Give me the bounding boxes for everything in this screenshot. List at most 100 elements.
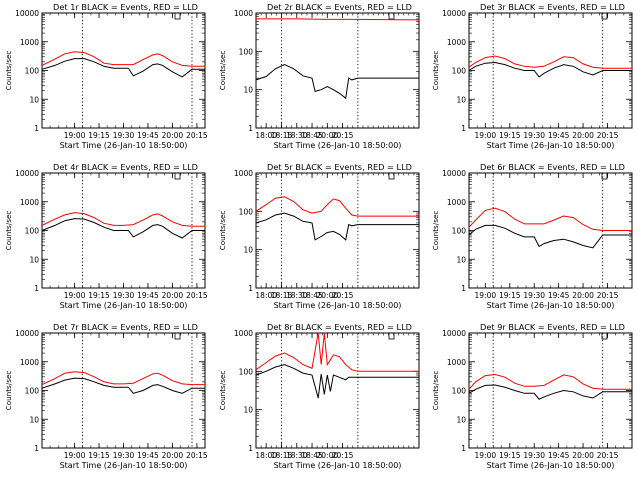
corner-marker xyxy=(388,172,395,180)
panel-det-8: Det 8r BLACK = Events, RED = LLD 1 10 100 10… xyxy=(218,322,420,470)
x-tick-label: 19:30 xyxy=(113,451,135,460)
corner-marker xyxy=(601,332,608,340)
x-axis-label: Start Time (26-Jan-10 18:50:00) xyxy=(487,301,615,310)
lld-series-line xyxy=(256,18,420,21)
x-tick-label: 20:15 xyxy=(597,291,619,300)
events-series-line xyxy=(468,61,632,78)
x-tick-label: 19:30 xyxy=(113,291,135,300)
x-axis-label: Start Time (26-Jan-10 18:50:00) xyxy=(274,301,402,310)
x-tick-label: 20:00 xyxy=(162,291,184,300)
events-series-line xyxy=(468,384,632,400)
x-tick-label: 20:15 xyxy=(186,131,208,140)
x-tick-label: 19:45 xyxy=(548,131,570,140)
y-tick-label: 10 xyxy=(456,255,466,264)
panel-title: Det 5r BLACK = Events, RED = LLD xyxy=(267,162,412,172)
y-tick-label: 1 xyxy=(34,124,39,133)
x-tick-label: 20:00 xyxy=(572,451,594,460)
x-tick-label: 19:15 xyxy=(88,451,110,460)
plot-frame xyxy=(255,172,420,289)
y-tick-label: 1000 xyxy=(234,329,253,338)
x-tick-label: 19:00 xyxy=(475,291,497,300)
corner-marker xyxy=(601,172,608,180)
x-tick-label: 19:15 xyxy=(499,131,521,140)
lld-series-line xyxy=(255,332,419,372)
y-tick-label: 1000 xyxy=(20,358,39,367)
y-tick-label: 1 xyxy=(34,284,39,293)
x-tick-label: 19:30 xyxy=(523,291,545,300)
x-tick-label: 18:30 xyxy=(286,131,308,140)
lld-series-line xyxy=(41,212,205,227)
x-tick-label: 20:15 xyxy=(597,451,619,460)
panel-det-3: Det 3r BLACK = Events, RED = LLD 1 10 100 10… xyxy=(431,2,633,150)
y-tick-label: 10 xyxy=(29,95,39,104)
y-tick-label: 100 xyxy=(239,207,254,216)
y-tick-label: 1000 xyxy=(20,198,39,207)
x-tick-label: 20:15 xyxy=(186,291,208,300)
panel-title: Det 8r BLACK = Events, RED = LLD xyxy=(267,322,412,332)
x-tick-label: 18:00 xyxy=(255,451,277,460)
y-tick-label: 10000 xyxy=(15,329,39,338)
panel-det-1: Det 1r BLACK = Events, RED = LLD 1 10 100 10… xyxy=(4,2,208,150)
y-tick-label: 1000 xyxy=(447,38,466,47)
corner-marker xyxy=(601,12,608,20)
y-tick-label: 1 xyxy=(248,124,253,133)
x-tick-label: 18:15 xyxy=(271,291,293,300)
y-tick-label: 1000 xyxy=(447,358,466,367)
corner-marker xyxy=(174,332,181,340)
x-tick-label: 18:15 xyxy=(271,451,293,460)
x-tick-label: 20:00 xyxy=(317,451,339,460)
x-tick-label: 20:00 xyxy=(317,131,339,140)
y-tick-label: 10000 xyxy=(442,329,466,338)
y-tick-label: 100 xyxy=(452,387,467,396)
panel-det-4: Det 4r BLACK = Events, RED = LLD 1 10 100 10… xyxy=(4,162,208,310)
x-tick-label: 18:15 xyxy=(271,131,293,140)
y-tick-label: 10 xyxy=(456,95,466,104)
x-axis-label: Start Time (26-Jan-10 18:50:00) xyxy=(274,461,402,470)
panel-det-6: Det 6r BLACK = Events, RED = LLD 1 10 100 10… xyxy=(431,162,633,310)
x-tick-label: 20:15 xyxy=(597,131,619,140)
y-tick-label: 10000 xyxy=(15,9,39,18)
x-tick-label: 20:00 xyxy=(317,291,339,300)
y-tick-label: 10000 xyxy=(442,9,466,18)
x-tick-label: 18:45 xyxy=(301,291,323,300)
x-tick-label: 19:15 xyxy=(88,131,110,140)
y-tick-label: 1 xyxy=(461,444,466,453)
corner-marker xyxy=(174,12,181,20)
y-tick-label: 1 xyxy=(34,444,39,453)
y-axis-label: Counts/sec xyxy=(218,211,227,251)
x-axis-label: Start Time (26-Jan-10 18:50:00) xyxy=(60,301,188,310)
y-tick-label: 1 xyxy=(461,284,466,293)
y-axis-label: Counts/sec xyxy=(4,371,13,411)
x-tick-label: 19:00 xyxy=(475,131,497,140)
y-axis-label: Counts/sec xyxy=(431,371,440,411)
panel-title: Det 6r BLACK = Events, RED = LLD xyxy=(480,162,625,172)
x-tick-label: 18:30 xyxy=(286,451,308,460)
y-tick-label: 1000 xyxy=(20,38,39,47)
x-tick-label: 19:00 xyxy=(64,451,86,460)
y-tick-label: 100 xyxy=(25,387,40,396)
plot-frame xyxy=(255,12,420,129)
y-tick-label: 100 xyxy=(239,47,254,56)
y-axis-label: Counts/sec xyxy=(218,371,227,411)
plot-frame xyxy=(255,332,420,449)
x-tick-label: 20:00 xyxy=(572,131,594,140)
x-tick-label: 19:30 xyxy=(523,451,545,460)
y-axis-label: Counts/sec xyxy=(431,51,440,91)
x-tick-label: 19:00 xyxy=(64,291,86,300)
lld-series-line xyxy=(255,196,419,217)
y-tick-label: 10 xyxy=(29,415,39,424)
x-tick-label: 19:00 xyxy=(64,131,86,140)
x-tick-label: 20:15 xyxy=(332,131,354,140)
x-tick-label: 19:30 xyxy=(113,131,135,140)
y-axis-label: Counts/sec xyxy=(218,51,227,91)
y-tick-label: 1000 xyxy=(447,198,466,207)
x-tick-label: 20:00 xyxy=(162,131,184,140)
x-axis-label: Start Time (26-Jan-10 18:50:00) xyxy=(487,141,615,150)
y-tick-label: 1 xyxy=(461,124,466,133)
y-tick-label: 10 xyxy=(29,255,39,264)
x-tick-label: 19:15 xyxy=(499,451,521,460)
events-series-line xyxy=(41,377,205,394)
x-tick-label: 19:15 xyxy=(88,291,110,300)
lld-series-line xyxy=(468,55,632,69)
